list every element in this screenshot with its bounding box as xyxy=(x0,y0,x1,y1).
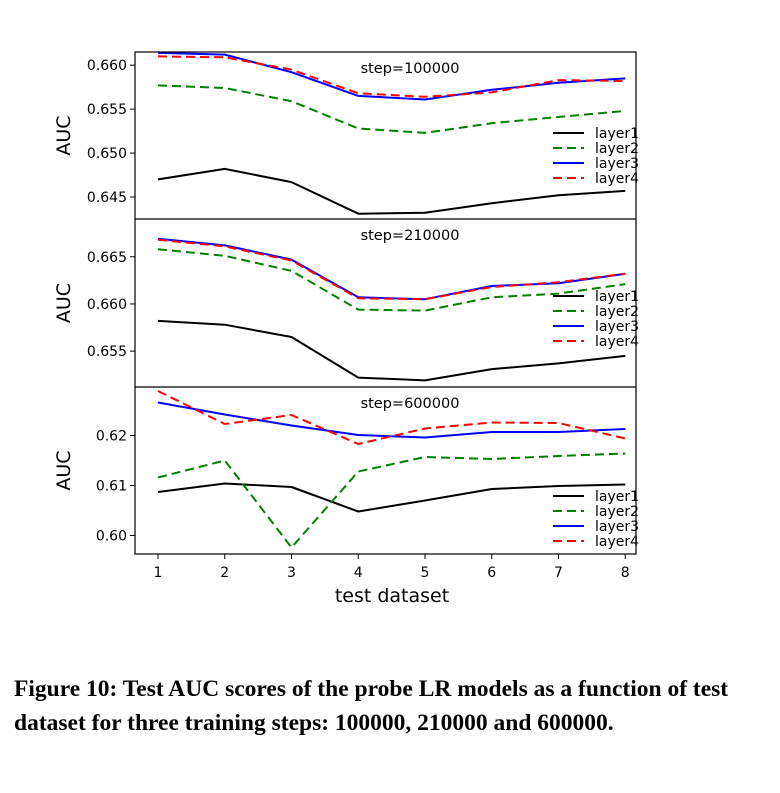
panel-title: step=100000 xyxy=(361,61,460,77)
series-line-layer1 xyxy=(157,319,626,382)
y-tick-label: 0.62 xyxy=(96,429,127,445)
y-tick-label: 0.655 xyxy=(87,102,127,118)
y-axis-label: AUC xyxy=(53,115,75,155)
x-tick-label: 4 xyxy=(354,565,363,581)
y-axis-label: AUC xyxy=(53,283,75,323)
legend-label: layer2 xyxy=(595,141,639,157)
axes-frame xyxy=(134,51,637,555)
series-line-layer4 xyxy=(157,238,626,301)
legend-label: layer2 xyxy=(595,304,639,320)
legend-label: layer1 xyxy=(595,126,639,142)
figure-caption: Figure 10: Test AUC scores of the probe … xyxy=(14,676,729,736)
x-tick-label: 8 xyxy=(621,565,630,581)
y-tick-label: 0.61 xyxy=(96,479,127,495)
legend-label: layer3 xyxy=(595,319,639,335)
legend-label: layer3 xyxy=(595,156,639,172)
series-line-layer2 xyxy=(157,452,626,549)
series-line-layer3 xyxy=(157,401,626,439)
y-tick-label: 0.655 xyxy=(87,344,127,360)
legend-label: layer1 xyxy=(595,289,639,305)
series-line-layer1 xyxy=(157,482,626,513)
y-tick-label: 0.665 xyxy=(87,250,127,266)
series-line-layer2 xyxy=(157,248,626,312)
x-axis-label: test dataset xyxy=(335,585,449,607)
legend-label: layer4 xyxy=(595,534,639,550)
y-tick-label: 0.650 xyxy=(87,146,127,162)
legend-label: layer1 xyxy=(595,489,639,505)
series-line-layer3 xyxy=(157,51,626,101)
x-tick-label: 2 xyxy=(220,565,229,581)
x-tick-label: 7 xyxy=(554,565,563,581)
y-tick-label: 0.645 xyxy=(87,190,127,206)
panel-title: step=600000 xyxy=(361,396,460,412)
y-tick-label: 0.660 xyxy=(87,58,127,74)
panel-title: step=210000 xyxy=(361,228,460,244)
x-tick-label: 3 xyxy=(287,565,296,581)
figure: 0.645 0.650 0.655 0.660 AUC step=100000 layer1… xyxy=(53,51,639,607)
legend-label: layer4 xyxy=(595,334,639,350)
legend-label: layer3 xyxy=(595,519,639,535)
x-tick-label: 6 xyxy=(487,565,496,581)
y-tick-label: 0.660 xyxy=(87,297,127,313)
y-tick-label: 0.60 xyxy=(96,529,127,545)
y-axis-label: AUC xyxy=(53,450,75,490)
x-tick-label: 5 xyxy=(421,565,430,581)
series-line-layer1 xyxy=(157,167,626,215)
panel-1: 0.645 0.650 0.655 0.660 AUC step=100000 layer1… xyxy=(53,51,639,215)
legend-label: layer4 xyxy=(595,171,639,187)
series-line-layer2 xyxy=(157,84,626,134)
panel-3: 0.600.610.62AUCstep=600000layer1layer2la… xyxy=(53,390,639,550)
series-line-layer4 xyxy=(157,390,626,445)
panel-2: 0.6550.6600.665AUCstep=210000layer1layer… xyxy=(53,228,639,382)
series-line-layer4 xyxy=(157,55,626,98)
legend-label: layer2 xyxy=(595,504,639,520)
x-tick-label: 1 xyxy=(154,565,163,581)
